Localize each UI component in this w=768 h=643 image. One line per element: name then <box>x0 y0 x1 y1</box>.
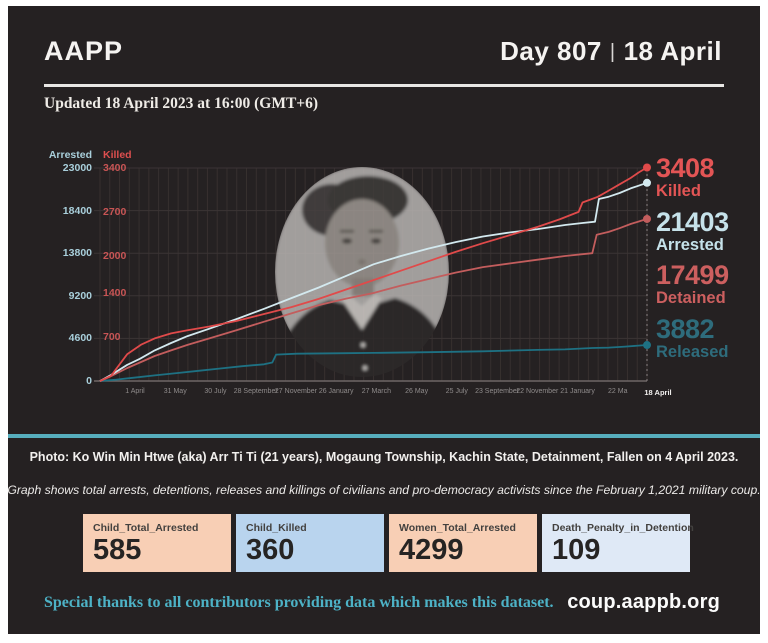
released-total-label: Released <box>656 342 729 361</box>
stat-value: 360 <box>246 534 295 566</box>
stat-value: 4299 <box>399 534 464 566</box>
aapp-logo: AAPP <box>44 36 124 66</box>
stat-women-total-arrested: Women_Total_Arrested 4299 <box>389 514 537 572</box>
website-link[interactable]: coup.aappb.org <box>567 591 720 613</box>
total-arrested: 21403 Arrested <box>656 206 764 254</box>
header-divider-line <box>44 84 724 87</box>
stat-child-killed: Child_Killed 360 <box>236 514 384 572</box>
arrested-total-value: 21403 <box>656 206 729 237</box>
stat-label: Women_Total_Arrested <box>399 522 516 534</box>
stat-child-total-arrested: Child_Total_Arrested 585 <box>83 514 231 572</box>
teal-section-divider <box>8 434 760 438</box>
chart-end-totals: 3408 Killed 21403 Arrested 17499 Detaine… <box>656 155 764 369</box>
detained-total-value: 17499 <box>656 260 729 290</box>
photo-caption: Photo: Ko Win Min Htwe (aka) Arr Ti Ti (… <box>29 450 739 464</box>
day-counter: Day 807 | 18 April <box>500 36 722 67</box>
total-detained: 17499 Detained <box>656 262 764 307</box>
arrested-total-label: Arrested <box>656 235 724 254</box>
stat-label: Child_Total_Arrested <box>93 522 199 534</box>
killed-total-label: Killed <box>656 182 701 200</box>
contributors-thanks-text: Special thanks to all contributors provi… <box>44 594 554 611</box>
total-killed: 3408 Killed <box>656 155 764 200</box>
stat-value: 109 <box>552 534 601 566</box>
graph-description: Graph shows total arrests, detentions, r… <box>7 483 761 497</box>
stat-value: 585 <box>93 534 142 566</box>
stat-label: Child_Killed <box>246 522 307 534</box>
day-number: Day 807 <box>500 36 602 66</box>
stat-label: Death_Penalty_in_Detention <box>552 522 694 534</box>
killed-total-value: 3408 <box>656 153 715 183</box>
total-released: 3882 Released <box>656 313 764 361</box>
stats-row: Child_Total_Arrested 585 Child_Killed 36… <box>83 514 694 572</box>
updated-timestamp: Updated 18 April 2023 at 16:00 (GMT+6) <box>44 95 319 112</box>
header-date: 18 April <box>623 36 722 66</box>
day-separator: | <box>609 41 616 63</box>
stat-death-penalty-in-detention: Death_Penalty_in_Detention 109 <box>542 514 694 572</box>
released-total-value: 3882 <box>656 313 715 344</box>
detained-total-label: Detained <box>656 289 726 307</box>
